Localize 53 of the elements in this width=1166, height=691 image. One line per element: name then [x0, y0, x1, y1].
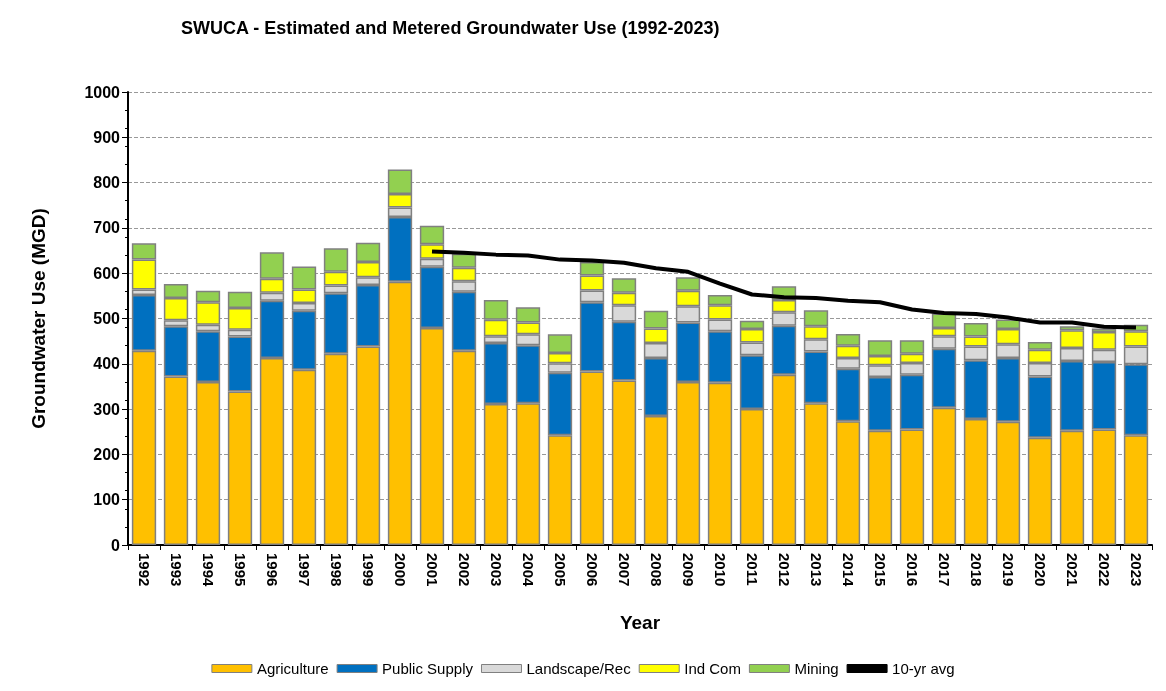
- x-tick-label: 2009: [679, 553, 697, 587]
- x-tick-label: 2018: [967, 553, 985, 587]
- x-tick-label: 2017: [935, 553, 953, 587]
- x-tick-label: 1998: [327, 553, 345, 587]
- x-tick-label: 2010: [711, 553, 729, 587]
- x-tick-label: 2012: [775, 553, 793, 587]
- x-tick-label: 2021: [1063, 553, 1081, 587]
- y-tick-label: 700: [93, 219, 121, 237]
- y-tick-label: 600: [93, 264, 121, 282]
- legend-label: Public Supply: [382, 660, 474, 677]
- x-tick-label: 2015: [871, 553, 889, 587]
- x-tick-label: 1992: [135, 553, 153, 587]
- x-tick-label: 2004: [519, 553, 537, 588]
- chart-title: SWUCA - Estimated and Metered Groundwater Use (1992-2023): [181, 18, 720, 38]
- x-tick-label: 2020: [1031, 553, 1049, 587]
- legend-label: Landscape/Rec: [526, 660, 632, 677]
- y-tick-label: 500: [93, 310, 121, 327]
- x-tick-label: 1996: [263, 553, 281, 587]
- x-tick-label: 2014: [839, 553, 857, 588]
- y-tick-label: 200: [93, 445, 121, 463]
- x-axis-title: Year: [619, 612, 661, 633]
- legend-label: Ind Com: [684, 660, 741, 677]
- x-tick-label: 2023: [1127, 553, 1145, 587]
- legend-label: 10-yr avg: [892, 660, 955, 677]
- y-tick-label: 900: [93, 128, 121, 146]
- y-axis-title: Groundwater Use (MGD): [28, 208, 49, 429]
- x-tick-label: 1997: [295, 553, 313, 587]
- y-tick-label: 1000: [84, 83, 121, 101]
- y-tick-label: 300: [93, 400, 121, 418]
- x-tick-label: 2003: [487, 553, 505, 587]
- x-tick-label: 2019: [999, 553, 1017, 587]
- x-tick-label: 1999: [359, 553, 377, 587]
- x-tick-label: 1994: [199, 553, 217, 588]
- y-tick-label: 400: [93, 355, 121, 373]
- x-tick-label: 2006: [583, 553, 601, 587]
- x-tick-label: 2000: [391, 553, 409, 587]
- legend-label: Agriculture: [256, 660, 329, 677]
- x-tick-label: 2022: [1095, 553, 1113, 587]
- x-tick-label: 2002: [455, 553, 473, 587]
- x-tick-label: 2007: [615, 553, 633, 587]
- x-tick-label: 2008: [647, 553, 665, 587]
- legend-label: Mining: [794, 660, 839, 677]
- x-tick-label: 2001: [423, 553, 441, 587]
- x-tick-label: 1995: [231, 553, 249, 587]
- x-tick-label: 2016: [903, 553, 921, 587]
- y-tick-label: 100: [93, 491, 121, 509]
- x-tick-label: 1993: [167, 553, 185, 587]
- x-tick-label: 2005: [551, 553, 569, 587]
- x-tick-label: 2013: [807, 553, 825, 587]
- y-tick-label: 800: [93, 174, 121, 192]
- x-tick-label: 2011: [743, 553, 761, 586]
- y-tick-label: 0: [111, 536, 121, 554]
- line-series: [430, 249, 1138, 330]
